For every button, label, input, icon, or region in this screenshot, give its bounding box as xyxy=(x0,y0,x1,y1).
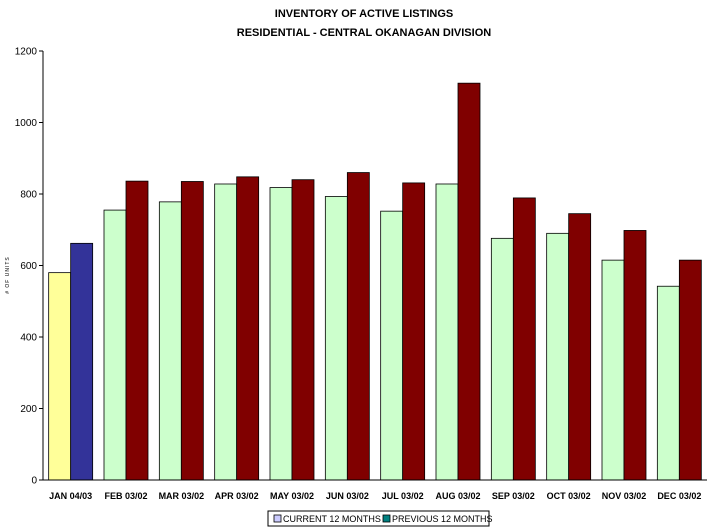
x-category-label: APR 03/02 xyxy=(215,491,259,501)
chart-title: INVENTORY OF ACTIVE LISTINGS xyxy=(275,8,453,20)
bar-previous-10 xyxy=(623,230,647,481)
bars xyxy=(48,82,702,481)
bar-current-11 xyxy=(656,285,680,481)
bar-previous-2 xyxy=(180,181,204,481)
bar-previous-8 xyxy=(512,197,536,481)
bar-current-8 xyxy=(490,237,514,481)
x-category-label: OCT 03/02 xyxy=(547,491,591,501)
x-category-label: FEB 03/02 xyxy=(104,491,147,501)
bar-current-3 xyxy=(214,183,238,481)
bar-previous-0 xyxy=(70,242,94,481)
x-category-label: JAN 04/03 xyxy=(49,491,92,501)
bar-previous-9 xyxy=(568,213,592,481)
bar-previous-1 xyxy=(125,180,149,481)
y-axis-label: # OF UNITS xyxy=(5,256,11,294)
bar-current-7 xyxy=(435,183,459,481)
x-category-label: SEP 03/02 xyxy=(492,491,535,501)
y-tick-label: 800 xyxy=(20,190,37,201)
chart-subtitle: RESIDENTIAL - CENTRAL OKANAGAN DIVISION xyxy=(237,27,491,39)
bar-current-2 xyxy=(158,201,182,481)
y-tick-label: 1000 xyxy=(15,118,38,129)
legend-box xyxy=(267,510,490,527)
bar-current-10 xyxy=(601,259,625,481)
x-category-label: JUL 03/02 xyxy=(382,491,424,501)
bar-current-9 xyxy=(546,232,570,481)
bar-previous-11 xyxy=(678,259,702,481)
legend-swatch-previous xyxy=(382,514,391,523)
y-tick-label: 400 xyxy=(20,333,37,344)
bar-current-6 xyxy=(380,210,404,481)
bar-current-4 xyxy=(269,187,293,481)
bar-current-1 xyxy=(103,209,127,481)
y-tick-label: 0 xyxy=(31,476,37,487)
bar-previous-5 xyxy=(346,172,370,481)
bar-current-5 xyxy=(324,196,348,481)
legend-label-previous: PREVIOUS 12 MONTHS xyxy=(392,514,493,524)
y-tick-label: 600 xyxy=(20,261,37,272)
legend-swatch-current xyxy=(273,514,282,523)
y-axis-ticks: 0 200 400 600 800 1000 1200 xyxy=(15,47,43,487)
x-category-label: NOV 03/02 xyxy=(602,491,647,501)
legend-label-current: CURRENT 12 MONTHS xyxy=(283,514,381,524)
x-category-label: DEC 03/02 xyxy=(657,491,701,501)
bar-previous-6 xyxy=(402,182,426,481)
x-category-label: JUN 03/02 xyxy=(326,491,369,501)
bar-previous-4 xyxy=(291,179,315,481)
bar-previous-3 xyxy=(236,176,260,481)
bar-current-0 xyxy=(48,272,72,481)
y-tick-label: 1200 xyxy=(15,47,38,58)
y-tick-label: 200 xyxy=(20,404,37,415)
x-axis-categories: JAN 04/03 FEB 03/02 MAR 03/02 APR 03/02 MAY … xyxy=(49,491,701,501)
legend: CURRENT 12 MONTHS PREVIOUS 12 MONTHS xyxy=(267,510,493,527)
bar-previous-7 xyxy=(457,82,481,481)
x-category-label: MAR 03/02 xyxy=(159,491,205,501)
x-category-label: AUG 03/02 xyxy=(435,491,480,501)
x-category-label: MAY 03/02 xyxy=(270,491,314,501)
